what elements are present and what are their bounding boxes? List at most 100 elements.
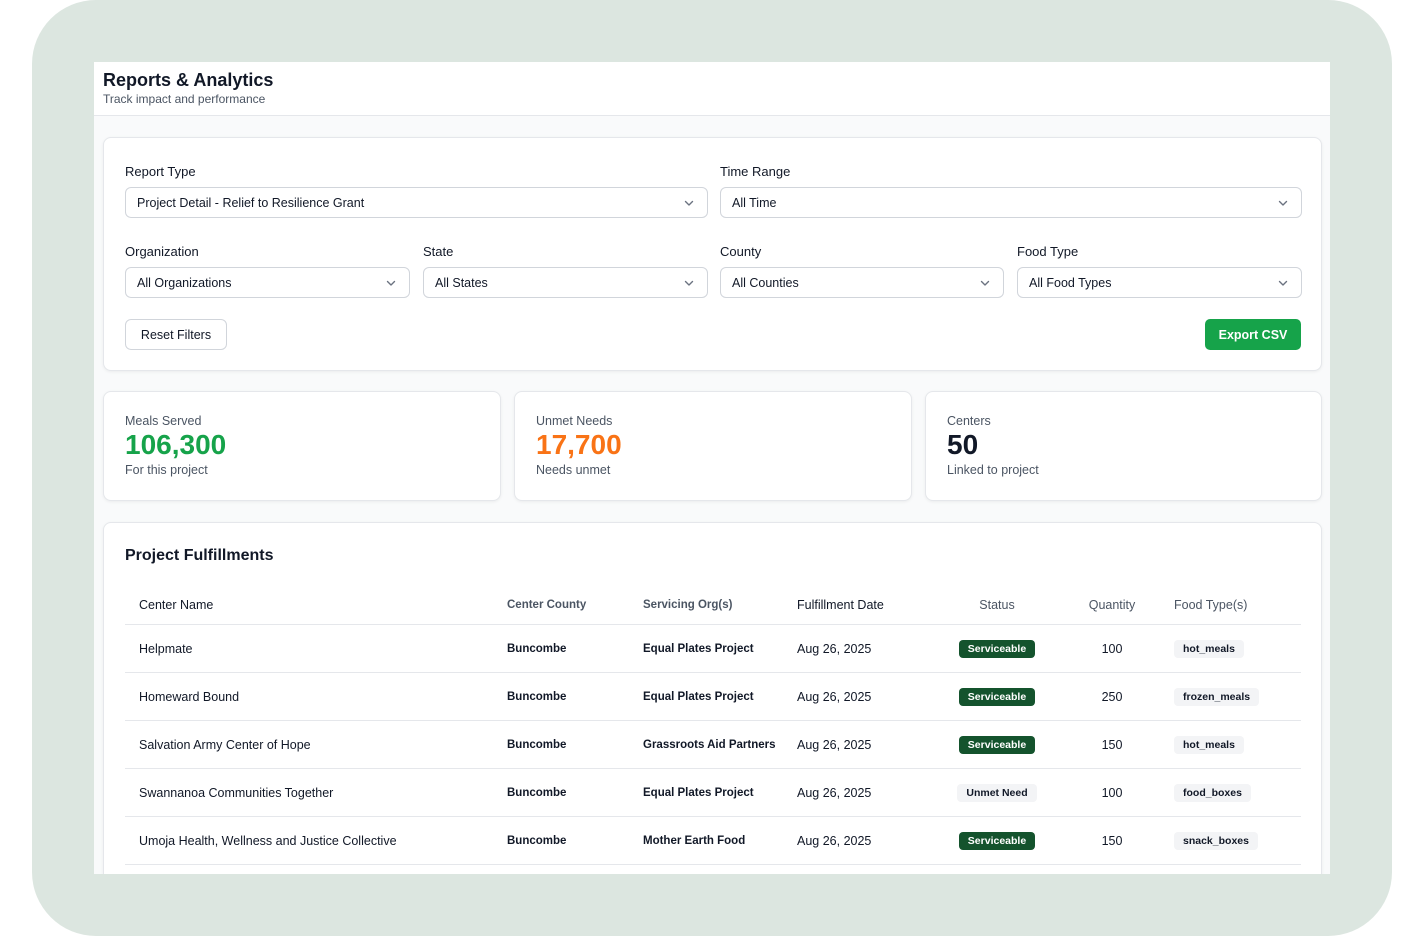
status-cell: Serviceable: [937, 625, 1057, 672]
column-header-status[interactable]: Status: [979, 597, 1015, 612]
stat-label: Centers: [947, 414, 991, 428]
center-name-cell: Umoja Health, Wellness and Justice Colle…: [139, 833, 397, 848]
status-badge: Serviceable: [958, 687, 1036, 706]
food-type-cell: hot_meals: [1174, 721, 1294, 768]
status-badge: Unmet Need: [957, 783, 1037, 802]
status-badge: Serviceable: [958, 735, 1036, 754]
export-csv-button[interactable]: Export CSV: [1205, 319, 1301, 350]
chevron-down-icon: [980, 277, 992, 289]
organization-select[interactable]: All Organizations: [125, 267, 410, 298]
status-cell: Unmet Need: [937, 769, 1057, 816]
project-fulfillments-card: Project Fulfillments Center Name Center …: [103, 522, 1322, 874]
quantity-cell: 250: [1101, 689, 1123, 704]
organization-value: All Organizations: [137, 275, 232, 290]
column-header-center-county[interactable]: Center County: [507, 598, 587, 611]
quantity-cell: 100: [1101, 641, 1123, 656]
food-type-tag: snack_boxes: [1174, 831, 1258, 850]
county-label: County: [720, 244, 762, 259]
table-header-row: Center Name Center County Servicing Org(…: [125, 585, 1301, 625]
page-header: Reports & Analytics Track impact and per…: [94, 62, 1330, 116]
column-header-servicing-orgs[interactable]: Servicing Org(s): [643, 598, 733, 611]
food-type-tag: food_boxes: [1174, 783, 1251, 802]
quantity-cell: 100: [1101, 785, 1123, 800]
time-range-value: All Time: [732, 195, 777, 210]
stat-card-unmet-needs: Unmet Needs 17,700 Needs unmet: [514, 391, 912, 501]
stat-card-meals-served: Meals Served 106,300 For this project: [103, 391, 501, 501]
servicing-org-cell: Equal Plates Project: [643, 786, 754, 799]
report-type-value: Project Detail - Relief to Resilience Gr…: [137, 195, 365, 210]
stat-sublabel: Needs unmet: [536, 463, 611, 477]
center-county-cell: Buncombe: [507, 642, 567, 655]
column-header-center-name[interactable]: Center Name: [139, 597, 214, 612]
table-body: Helpmate Buncombe Equal Plates Project Aug …: [125, 625, 1301, 865]
center-name-cell: Helpmate: [139, 641, 193, 656]
filters-card: Report Type Project Detail - Relief to R…: [103, 137, 1322, 371]
food-type-tag: hot_meals: [1174, 735, 1244, 754]
stat-value: 50: [947, 429, 979, 460]
food-type-value: All Food Types: [1029, 275, 1112, 290]
center-name-cell: Salvation Army Center of Hope: [139, 737, 311, 752]
organization-label: Organization: [125, 244, 199, 259]
page-subtitle: Track impact and performance: [103, 92, 266, 106]
food-type-cell: hot_meals: [1174, 625, 1294, 672]
column-header-quantity[interactable]: Quantity: [1088, 597, 1136, 612]
county-select[interactable]: All Counties: [720, 267, 1004, 298]
food-type-cell: frozen_meals: [1174, 673, 1294, 720]
center-county-cell: Buncombe: [507, 690, 567, 703]
state-value: All States: [435, 275, 488, 290]
column-header-fulfillment-date[interactable]: Fulfillment Date: [797, 597, 884, 612]
reports-page: Reports & Analytics Track impact and per…: [94, 62, 1330, 874]
servicing-org-cell: Equal Plates Project: [643, 642, 754, 655]
table-row[interactable]: Umoja Health, Wellness and Justice Colle…: [125, 817, 1301, 865]
chevron-down-icon: [1278, 277, 1290, 289]
center-county-cell: Buncombe: [507, 834, 567, 847]
food-type-tag: frozen_meals: [1174, 687, 1260, 706]
stat-label: Meals Served: [125, 414, 202, 428]
county-value: All Counties: [732, 275, 799, 290]
food-type-cell: snack_boxes: [1174, 817, 1294, 864]
status-badge: Serviceable: [958, 639, 1036, 658]
report-type-label: Report Type: [125, 164, 196, 179]
table-title: Project Fulfillments: [125, 547, 274, 564]
fulfillment-date-cell: Aug 26, 2025: [797, 833, 872, 848]
food-type-cell: food_boxes: [1174, 769, 1294, 816]
center-name-cell: Swannanoa Communities Together: [139, 785, 334, 800]
state-label: State: [423, 244, 454, 259]
chevron-down-icon: [684, 197, 696, 209]
time-range-select[interactable]: All Time: [720, 187, 1302, 218]
table-row[interactable]: Salvation Army Center of Hope Buncombe Gra…: [125, 721, 1301, 769]
reset-filters-button[interactable]: Reset Filters: [125, 319, 227, 350]
servicing-org-cell: Equal Plates Project: [643, 690, 754, 703]
table-row[interactable]: Homeward Bound Buncombe Equal Plates Proje…: [125, 673, 1301, 721]
stat-card-centers: Centers 50 Linked to project: [925, 391, 1322, 501]
time-range-label: Time Range: [720, 164, 791, 179]
stat-sublabel: For this project: [125, 463, 208, 477]
center-county-cell: Buncombe: [507, 786, 567, 799]
chevron-down-icon: [1278, 197, 1290, 209]
state-select[interactable]: All States: [423, 267, 708, 298]
page-title: Reports & Analytics: [103, 70, 274, 90]
servicing-org-cell: Grassroots Aid Partners: [643, 738, 776, 751]
stat-value: 106,300: [125, 429, 227, 460]
quantity-cell: 150: [1101, 833, 1123, 848]
status-cell: Serviceable: [937, 721, 1057, 768]
chevron-down-icon: [386, 277, 398, 289]
stat-label: Unmet Needs: [536, 414, 613, 428]
food-type-label: Food Type: [1017, 244, 1079, 259]
fulfillments-table: Center Name Center County Servicing Org(…: [125, 585, 1301, 865]
quantity-cell: 150: [1101, 737, 1123, 752]
table-row[interactable]: Helpmate Buncombe Equal Plates Project Aug …: [125, 625, 1301, 673]
stat-sublabel: Linked to project: [947, 463, 1039, 477]
status-cell: Serviceable: [937, 673, 1057, 720]
column-header-food-types[interactable]: Food Type(s): [1174, 597, 1248, 612]
table-row[interactable]: Swannanoa Communities Together Buncombe Eq…: [125, 769, 1301, 817]
food-type-tag: hot_meals: [1174, 639, 1244, 658]
fulfillment-date-cell: Aug 26, 2025: [797, 737, 872, 752]
stat-value: 17,700: [536, 429, 622, 460]
status-badge: Serviceable: [958, 831, 1036, 850]
fulfillment-date-cell: Aug 26, 2025: [797, 785, 872, 800]
fulfillment-date-cell: Aug 26, 2025: [797, 689, 872, 704]
food-type-select[interactable]: All Food Types: [1017, 267, 1302, 298]
center-county-cell: Buncombe: [507, 738, 567, 751]
report-type-select[interactable]: Project Detail - Relief to Resilience Gr…: [125, 187, 708, 218]
